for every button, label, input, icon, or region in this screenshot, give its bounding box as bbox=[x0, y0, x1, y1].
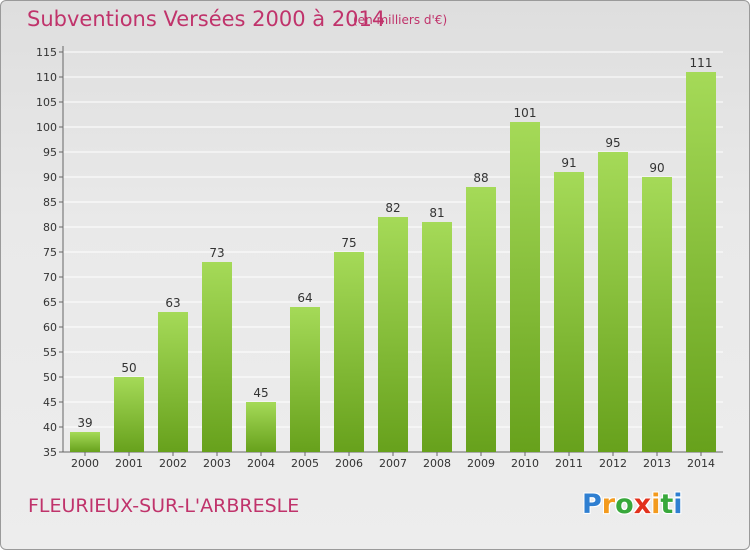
x-tick-label: 2000 bbox=[71, 457, 99, 470]
logo-letter: t bbox=[660, 489, 674, 520]
logo-letter: i bbox=[673, 489, 683, 520]
y-tick-label: 45 bbox=[43, 396, 57, 409]
bar bbox=[334, 252, 364, 452]
bar bbox=[422, 222, 452, 452]
bar-value-label: 82 bbox=[385, 201, 400, 215]
x-tick-label: 2010 bbox=[511, 457, 539, 470]
y-tick-label: 95 bbox=[43, 146, 57, 159]
x-tick-label: 2005 bbox=[291, 457, 319, 470]
bar-value-label: 73 bbox=[209, 246, 224, 260]
chart-title: Subventions Versées 2000 à 2014 bbox=[27, 7, 386, 31]
x-tick-label: 2014 bbox=[687, 457, 715, 470]
y-tick-label: 90 bbox=[43, 171, 57, 184]
bar bbox=[686, 72, 716, 452]
y-tick-label: 70 bbox=[43, 271, 57, 284]
bar bbox=[598, 152, 628, 452]
bar bbox=[378, 217, 408, 452]
bars bbox=[70, 72, 716, 452]
bar-value-label: 39 bbox=[77, 416, 92, 430]
x-tick-label: 2009 bbox=[467, 457, 495, 470]
x-tick-label: 2012 bbox=[599, 457, 627, 470]
bar-value-label: 50 bbox=[121, 361, 136, 375]
bar-value-label: 111 bbox=[690, 56, 713, 70]
y-tick-label: 75 bbox=[43, 246, 57, 259]
bar-value-label: 88 bbox=[473, 171, 488, 185]
x-tick-label: 2003 bbox=[203, 457, 231, 470]
x-tick-label: 2011 bbox=[555, 457, 583, 470]
bar bbox=[510, 122, 540, 452]
y-tick-label: 40 bbox=[43, 421, 57, 434]
y-tick-label: 50 bbox=[43, 371, 57, 384]
y-tick-label: 105 bbox=[36, 96, 57, 109]
bar bbox=[202, 262, 232, 452]
chart-subtitle: (en milliers d'€) bbox=[353, 13, 448, 27]
x-tick-label: 2004 bbox=[247, 457, 275, 470]
bar bbox=[554, 172, 584, 452]
bar bbox=[290, 307, 320, 452]
bar-value-label: 101 bbox=[514, 106, 537, 120]
bar-value-label: 45 bbox=[253, 386, 268, 400]
y-tick-label: 100 bbox=[36, 121, 57, 134]
y-tick-label: 110 bbox=[36, 71, 57, 84]
bar bbox=[642, 177, 672, 452]
y-tick-label: 85 bbox=[43, 196, 57, 209]
x-tick-label: 2001 bbox=[115, 457, 143, 470]
y-tick-label: 80 bbox=[43, 221, 57, 234]
x-tick-label: 2007 bbox=[379, 457, 407, 470]
logo-letter: x bbox=[633, 489, 652, 520]
x-tick-label: 2006 bbox=[335, 457, 363, 470]
y-tick-label: 55 bbox=[43, 346, 57, 359]
bar bbox=[466, 187, 496, 452]
y-tick-label: 115 bbox=[36, 46, 57, 59]
y-tick-label: 35 bbox=[43, 446, 57, 459]
bar bbox=[246, 402, 276, 452]
logo-letter: i bbox=[651, 489, 661, 520]
bar-value-label: 63 bbox=[165, 296, 180, 310]
commune-name: FLEURIEUX-SUR-L'ARBRESLE bbox=[28, 495, 300, 517]
x-tick-label: 2002 bbox=[159, 457, 187, 470]
bar bbox=[70, 432, 100, 452]
bar-value-label: 75 bbox=[341, 236, 356, 250]
bar-value-label: 90 bbox=[649, 161, 664, 175]
x-tick-label: 2013 bbox=[643, 457, 671, 470]
x-tick-label: 2008 bbox=[423, 457, 451, 470]
bar bbox=[114, 377, 144, 452]
bar-value-label: 95 bbox=[605, 136, 620, 150]
bar-value-label: 81 bbox=[429, 206, 444, 220]
bar bbox=[158, 312, 188, 452]
bar-value-label: 91 bbox=[561, 156, 576, 170]
y-tick-label: 60 bbox=[43, 321, 57, 334]
logo-letter: r bbox=[601, 489, 616, 520]
proxiti-logo: Proxiti bbox=[582, 489, 683, 520]
logo-letter: P bbox=[582, 489, 602, 520]
logo-letter: o bbox=[615, 489, 634, 520]
y-tick-label: 65 bbox=[43, 296, 57, 309]
labels: 35 40 45 50 55 60 65 70 75 80 85 90 95 100 105 110 115 39… bbox=[36, 46, 715, 470]
bar-value-label: 64 bbox=[297, 291, 312, 305]
